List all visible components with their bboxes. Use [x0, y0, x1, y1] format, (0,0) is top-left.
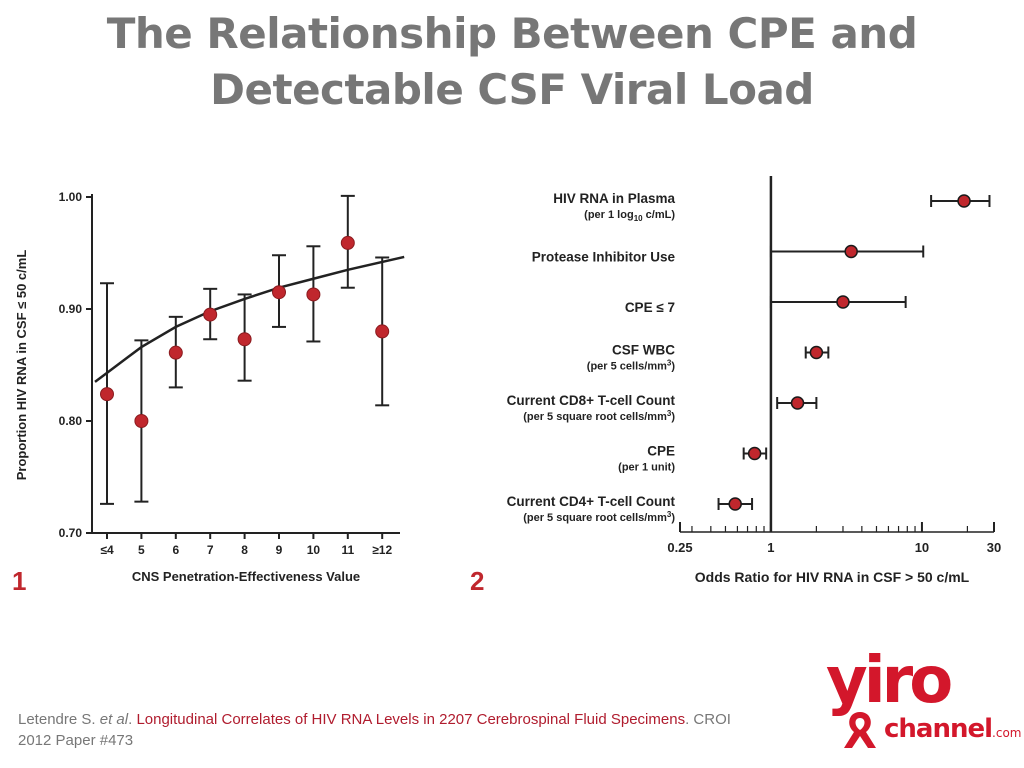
row-sublabel: (per 1 unit): [618, 462, 675, 474]
row-label: HIV RNA in Plasma: [553, 191, 675, 206]
row-sublabel-text: (per 5 square root cells/mm: [523, 512, 667, 524]
x-tick-label: 10: [307, 543, 321, 557]
y-tick-label: 0.90: [59, 302, 83, 316]
ribbon-icon: [844, 712, 876, 748]
row-sublabel-superscript: 3: [667, 510, 672, 519]
row-sublabel: (per 5 square root cells/mm3): [523, 409, 675, 423]
yirochannel-logo: yiro channel.com: [826, 646, 1022, 752]
x-axis-title: Odds Ratio for HIV RNA in CSF > 50 c/mL: [695, 569, 970, 585]
odds-ratio-point: [836, 295, 850, 309]
odds-ratio-point: [957, 194, 971, 208]
x-tick-label: 30: [987, 540, 1001, 555]
row-sublabel: (per 5 square root cells/mm3): [523, 510, 675, 524]
logo-word-channel: channel.com: [884, 714, 1022, 744]
data-point: [100, 387, 114, 402]
row-sublabel-end: c/mL): [643, 209, 676, 221]
row-label: Current CD8+ T-cell Count: [507, 393, 676, 408]
data-point: [340, 235, 355, 250]
slide-title-line-2: Detectable CSF Viral Load: [210, 65, 814, 114]
data-point: [375, 324, 390, 339]
row-sublabel-text: (per 5 square root cells/mm: [523, 411, 667, 423]
logo-domain-suffix: .com: [992, 726, 1022, 740]
row-sublabel-text: (per 1 log: [584, 209, 634, 221]
citation-et-al: et al: [99, 711, 129, 728]
panel-label-2: 2: [470, 566, 485, 596]
x-tick-label: 5: [138, 543, 145, 557]
odds-ratio-point: [844, 244, 858, 259]
cpe-proportion-chart: 0.70 0.80 0.90 1.00 ≤4 5 6 7 8 9 10 11 ≥12 CNS Penetr…: [14, 190, 405, 584]
slide-title: The Relationship Between CPE and Detecta…: [0, 6, 1024, 118]
x-tick-label: 1: [767, 540, 774, 555]
x-tick-label: 9: [276, 543, 283, 557]
row-sublabel-text: (per 1 unit): [618, 462, 675, 474]
row-sublabel: (per 5 cells/mm3): [587, 359, 676, 373]
row-label: Protease Inhibitor Use: [532, 250, 676, 265]
citation-title: Longitudinal Correlates of HIV RNA Level…: [136, 711, 686, 728]
odds-ratio-forest-plot: 0.25 1 10 30 Odds Ratio for HIV RNA in CSF >…: [507, 176, 1001, 585]
row-sublabel: (per 1 log10 c/mL): [584, 209, 675, 223]
x-tick-label: 7: [207, 543, 214, 557]
odds-ratio-point: [747, 446, 762, 461]
data-point: [237, 332, 252, 347]
odds-ratio-point: [790, 396, 805, 410]
slide-title-line-1: The Relationship Between CPE and: [106, 9, 918, 58]
row-label: CPE ≤ 7: [625, 300, 675, 315]
row-sublabel-subscript: 10: [634, 214, 643, 223]
row-sublabel-superscript: 3: [667, 409, 672, 418]
logo-channel-text: channel: [884, 714, 993, 744]
odds-ratio-point: [809, 345, 824, 360]
citation-rest: . CROI 2012 Paper #473: [18, 711, 731, 749]
row-label: CSF WBC: [612, 343, 675, 358]
odds-ratio-point: [728, 497, 742, 511]
data-point: [306, 287, 321, 302]
row-label: Current CD4+ T-cell Count: [507, 494, 676, 509]
y-tick-label: 0.80: [59, 414, 83, 428]
x-axis-title: CNS Penetration-Effectiveness Value: [132, 569, 360, 584]
y-tick-label: 1.00: [59, 190, 83, 204]
x-tick-label: 11: [341, 543, 354, 557]
citation: Letendre S. et al. Longitudinal Correlat…: [18, 709, 738, 751]
row-sublabel-end: ): [671, 411, 675, 423]
data-point: [203, 307, 218, 322]
x-tick-label: 10: [915, 540, 929, 555]
x-tick-label: 0.25: [667, 540, 692, 555]
row-sublabel-end: ): [671, 361, 675, 373]
row-sublabel-superscript: 3: [667, 359, 672, 368]
x-tick-label: 6: [172, 543, 179, 557]
y-axis-title: Proportion HIV RNA in CSF ≤ 50 c/mL: [14, 250, 29, 481]
data-point: [168, 345, 183, 360]
panel-label-1: 1: [12, 566, 27, 596]
data-point: [272, 285, 286, 300]
data-point: [134, 414, 149, 428]
x-tick-label: ≤4: [100, 543, 114, 557]
row-sublabel-text: (per 5 cells/mm: [587, 361, 667, 373]
citation-period: .: [128, 711, 133, 728]
x-tick-label: ≥12: [372, 543, 392, 557]
row-sublabel-end: ): [671, 512, 675, 524]
row-label: CPE: [647, 444, 675, 459]
y-tick-label: 0.70: [59, 526, 83, 540]
x-tick-label: 8: [241, 543, 248, 557]
logo-word-yiro: yiro: [826, 644, 953, 718]
citation-authors: Letendre S.: [18, 711, 96, 728]
